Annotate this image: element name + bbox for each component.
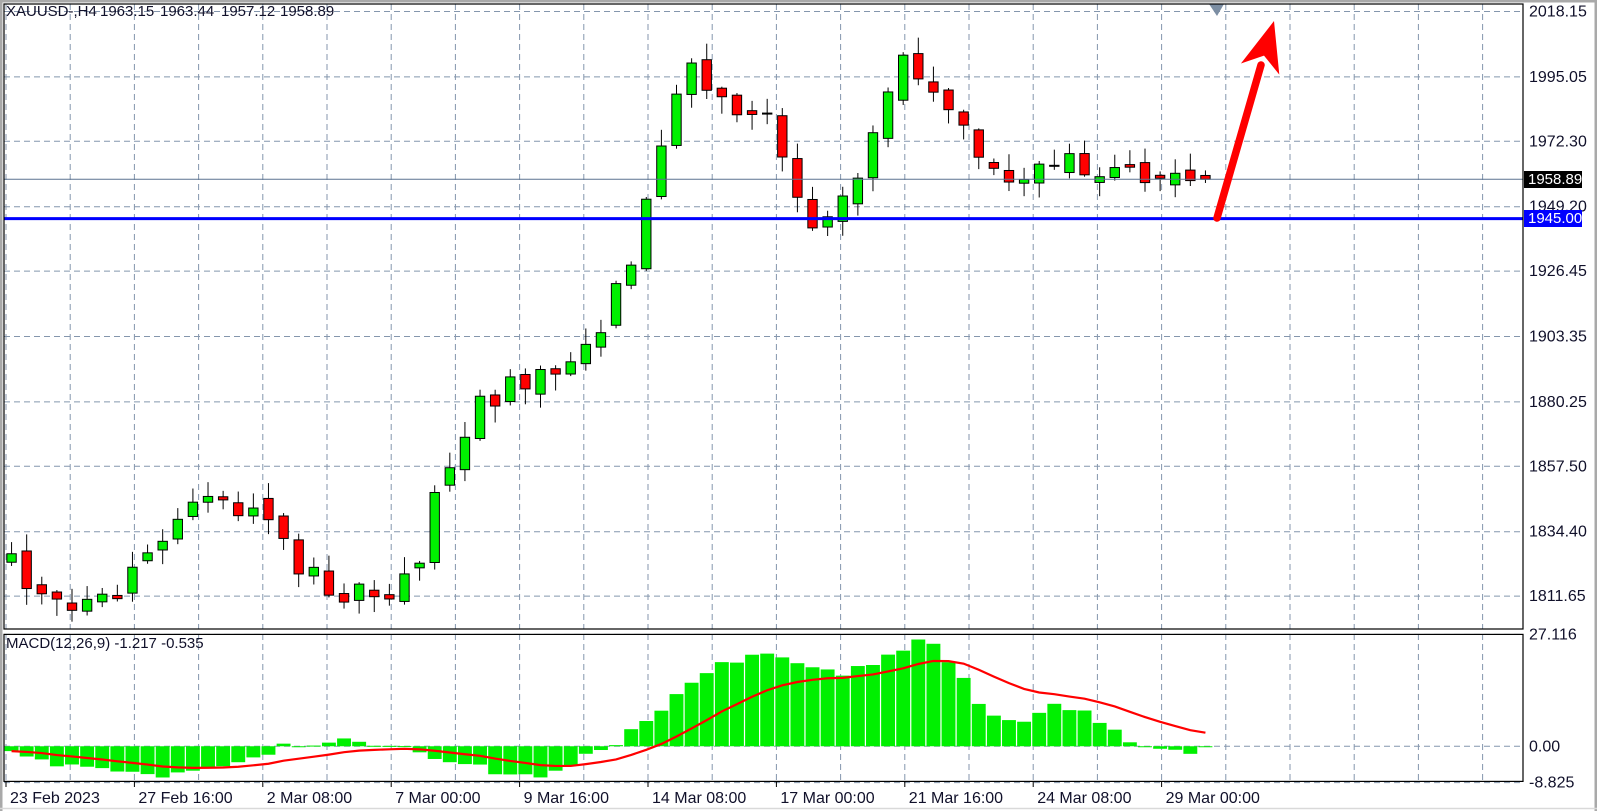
svg-text:1957.12: 1957.12 xyxy=(221,3,275,20)
svg-text:27 Feb 16:00: 27 Feb 16:00 xyxy=(138,790,232,807)
svg-text:1963.15: 1963.15 xyxy=(100,3,154,20)
svg-text:1995.05: 1995.05 xyxy=(1529,69,1587,86)
svg-text:1963.44: 1963.44 xyxy=(160,3,214,20)
svg-text:17 Mar 00:00: 17 Mar 00:00 xyxy=(780,790,874,807)
svg-text:1958.89: 1958.89 xyxy=(1528,171,1582,188)
svg-text:27.116: 27.116 xyxy=(1529,626,1577,643)
svg-text:1945.00: 1945.00 xyxy=(1528,210,1582,227)
svg-text:-8.825: -8.825 xyxy=(1529,775,1574,792)
svg-text:MACD(12,26,9) -1.217 -0.535: MACD(12,26,9) -1.217 -0.535 xyxy=(6,635,204,652)
svg-text:1972.30: 1972.30 xyxy=(1529,133,1587,150)
svg-text:1880.25: 1880.25 xyxy=(1529,394,1587,411)
svg-text:7 Mar 00:00: 7 Mar 00:00 xyxy=(395,790,480,807)
svg-text:24 Mar 08:00: 24 Mar 08:00 xyxy=(1037,790,1131,807)
svg-text:29 Mar 00:00: 29 Mar 00:00 xyxy=(1166,790,1260,807)
svg-text:1903.35: 1903.35 xyxy=(1529,329,1587,346)
svg-text:1811.65: 1811.65 xyxy=(1529,588,1586,605)
svg-text:1958.89: 1958.89 xyxy=(280,3,334,20)
svg-text:XAUUSD-,H4: XAUUSD-,H4 xyxy=(6,3,97,20)
svg-text:9 Mar 16:00: 9 Mar 16:00 xyxy=(524,790,609,807)
svg-text:1857.50: 1857.50 xyxy=(1529,458,1587,475)
svg-text:0.00: 0.00 xyxy=(1529,738,1560,755)
svg-text:1834.40: 1834.40 xyxy=(1529,524,1587,541)
svg-text:2 Mar 08:00: 2 Mar 08:00 xyxy=(267,790,352,807)
svg-text:14 Mar 08:00: 14 Mar 08:00 xyxy=(652,790,746,807)
svg-text:23 Feb 2023: 23 Feb 2023 xyxy=(10,790,100,807)
svg-text:21 Mar 16:00: 21 Mar 16:00 xyxy=(909,790,1003,807)
svg-text:2018.15: 2018.15 xyxy=(1529,4,1587,21)
svg-text:1926.45: 1926.45 xyxy=(1529,263,1587,280)
